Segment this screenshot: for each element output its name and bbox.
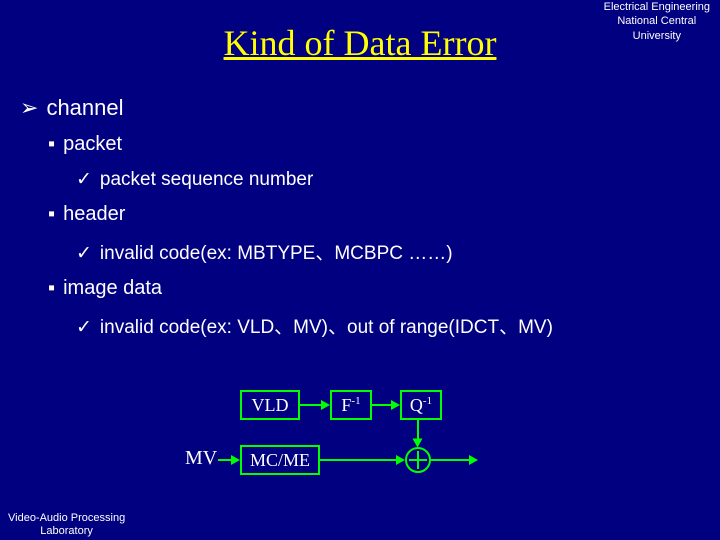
bullet-channel: channel (20, 95, 553, 121)
bullet-header: header (48, 203, 553, 226)
bullet-list: channel packet packet sequence number he… (20, 95, 553, 351)
arrow-mv-mcme-head (231, 455, 240, 465)
q-label: Q-1 (410, 395, 432, 416)
arrow-vld-f-head (321, 400, 330, 410)
header-line3: University (604, 29, 710, 43)
arrow-q-down-head (413, 439, 423, 448)
arrow-mcme-plus-head (396, 455, 405, 465)
footer-line2: Laboratory (8, 525, 125, 538)
arrow-out-head (469, 455, 478, 465)
arrow-out (431, 459, 471, 461)
bullet-image-data: image data (48, 277, 553, 300)
header-line2: National Central (604, 14, 710, 28)
footer-line1: Video-Audio Processing (8, 512, 125, 525)
adder-circle (405, 447, 431, 473)
institution-header: Electrical Engineering National Central … (604, 0, 710, 43)
header-line1: Electrical Engineering (604, 0, 710, 14)
vld-box: VLD (240, 390, 300, 420)
arrow-f-q-head (391, 400, 400, 410)
bullet-packet: packet (48, 133, 553, 156)
f-label: F-1 (341, 395, 360, 416)
mv-label: MV (185, 447, 217, 470)
arrow-mcme-plus (320, 459, 398, 461)
mcme-box: MC/ME (240, 445, 320, 475)
bullet-invalid-header: invalid code(ex: MBTYPE、MCBPC ……) (76, 238, 553, 265)
f-box: F-1 (330, 390, 372, 420)
block-diagram: VLD F-1 Q-1 MV MC/ME (150, 385, 570, 515)
q-box: Q-1 (400, 390, 442, 420)
slide-title: Kind of Data Error (224, 22, 497, 64)
footer-lab: Video-Audio Processing Laboratory (8, 512, 125, 538)
bullet-packet-seq: packet sequence number (76, 168, 553, 191)
mcme-label: MC/ME (250, 450, 310, 471)
bullet-invalid-image: invalid code(ex: VLD、MV)、out of range(ID… (76, 312, 553, 339)
arrow-vld-f (300, 404, 323, 406)
arrow-f-q (372, 404, 393, 406)
vld-label: VLD (252, 395, 289, 416)
